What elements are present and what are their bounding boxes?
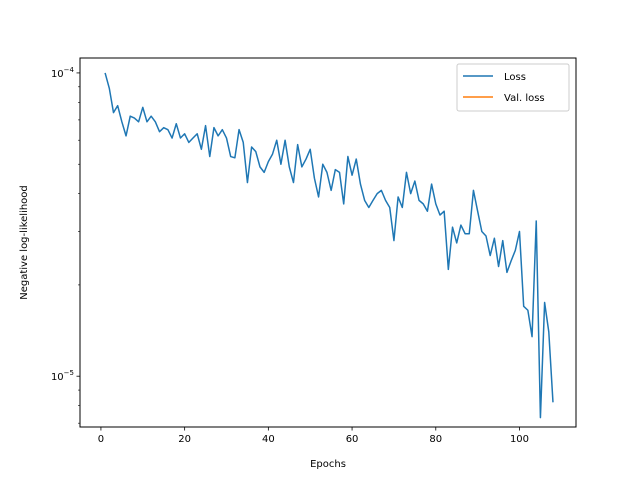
legend-label-val-loss: Val. loss	[504, 93, 545, 104]
legend: Loss Val. loss	[456, 63, 570, 112]
x-tick-label: 100	[510, 434, 529, 445]
y-tick-label: 10−4	[51, 66, 75, 80]
x-tick-label: 80	[429, 434, 442, 445]
plot-area	[80, 58, 576, 427]
series-line-loss	[104, 72, 554, 419]
y-tick-label: 10−5	[51, 369, 74, 383]
x-tick-label: 20	[178, 434, 191, 445]
plot-frame	[79, 57, 577, 428]
x-tick-label: 60	[346, 434, 359, 445]
y-axis-label: Negative log-likelihood	[19, 185, 30, 300]
y-axis: 10−5 10−4	[51, 66, 80, 424]
x-tick-label: 40	[262, 434, 275, 445]
x-axis-label: Epochs	[310, 459, 346, 470]
series-layer	[104, 72, 554, 419]
x-axis: 0 20 40 60 80 100	[98, 427, 529, 445]
x-tick-label: 0	[98, 434, 104, 445]
legend-label-loss: Loss	[504, 72, 526, 83]
